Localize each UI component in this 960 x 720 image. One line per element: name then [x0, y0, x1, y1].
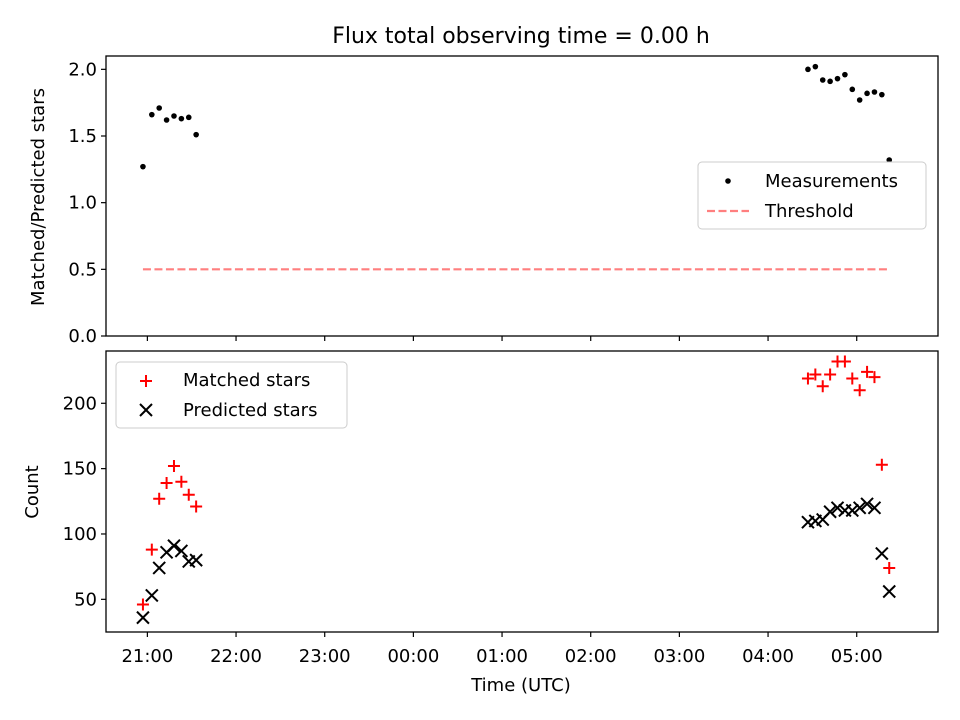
predicted-stars-point — [852, 501, 867, 515]
ratio-y-axis-label: Matched/Predicted stars — [28, 88, 49, 306]
measurement-point — [871, 89, 878, 95]
time-x-tick-label: 02:00 — [565, 646, 617, 667]
count-plot-frame — [105, 350, 939, 633]
legend-measurements-label: Measurements — [765, 171, 898, 192]
predicted-stars-point — [860, 497, 874, 511]
time-x-tick-label: 05:00 — [831, 646, 883, 667]
legend-matched-label: Matched stars — [183, 370, 310, 391]
count-legend: Matched stars Predicted stars — [115, 361, 348, 429]
measurement-point — [171, 113, 177, 119]
predicted-stars-point — [867, 501, 882, 515]
time-x-tick-label: 03:00 — [653, 646, 705, 667]
measurement-point — [812, 63, 819, 70]
ratio-y-tick-label: 0.0 — [68, 326, 97, 347]
matched-stars-point — [809, 368, 822, 381]
matched-stars-point — [868, 371, 881, 384]
matched-stars-point — [136, 598, 149, 611]
matched-stars-point — [190, 500, 203, 513]
predicted-stars-point — [189, 553, 203, 567]
matched-stars-point — [861, 365, 874, 378]
matched-stars-point — [853, 384, 866, 397]
predicted-stars-point — [136, 610, 150, 625]
measurement-point — [805, 66, 811, 73]
legend-predicted-marker — [139, 403, 153, 417]
time-x-tick-label: 01:00 — [476, 646, 528, 667]
measurement-point — [156, 105, 163, 111]
matched-stars-point — [875, 458, 888, 471]
measurement-point — [185, 114, 192, 121]
measurement-point — [886, 157, 893, 163]
predicted-stars-point — [823, 505, 837, 519]
matched-stars-point — [816, 380, 829, 393]
measurement-point — [842, 71, 848, 78]
legend-matched-marker — [140, 375, 152, 387]
predicted-stars-point — [174, 544, 189, 558]
predicted-stars-point — [152, 561, 166, 575]
count-y-axis-label: Count — [22, 465, 43, 518]
ratio-plot-frame — [105, 55, 939, 337]
ratio-y-tick-label: 0.5 — [68, 259, 97, 280]
matched-stars-point — [160, 477, 173, 490]
time-x-tick-label: 00:00 — [387, 646, 439, 667]
matched-stars-point — [801, 372, 814, 385]
measurement-point — [827, 78, 833, 85]
predicted-stars-point — [167, 539, 181, 553]
ratio-legend: Measurements Threshold — [697, 161, 927, 230]
matched-stars-point — [153, 492, 166, 505]
ratio-y-tick-label: 1.0 — [68, 193, 97, 214]
predicted-stars-point — [882, 584, 896, 599]
measurement-point — [149, 111, 155, 118]
measurement-point — [834, 75, 841, 82]
count-legend-box — [115, 361, 348, 429]
count-y-tick-label: 200 — [63, 393, 97, 414]
matched-stars-point — [846, 372, 859, 385]
matched-stars-point — [145, 543, 158, 556]
chart-title: Flux total observing time = 0.00 h — [332, 24, 710, 49]
ratio-legend-box — [697, 161, 927, 230]
time-x-tick-label: 21:00 — [121, 646, 173, 667]
time-x-tick-label: 04:00 — [742, 646, 794, 667]
measurement-point — [819, 77, 826, 83]
ratio-y-tick-label: 2.0 — [68, 59, 97, 80]
count-y-tick-label: 50 — [74, 589, 97, 610]
predicted-stars-point — [830, 501, 845, 515]
time-x-tick-label: 23:00 — [299, 646, 351, 667]
matched-stars-point — [175, 475, 188, 488]
predicted-stars-point — [875, 546, 889, 561]
measurement-point — [178, 115, 185, 122]
measurement-point — [879, 91, 885, 98]
legend-measurements-marker — [725, 178, 731, 184]
ratio-y-tick-label: 1.5 — [68, 126, 97, 147]
measurement-point — [163, 117, 170, 123]
legend-threshold-label: Threshold — [764, 201, 854, 222]
predicted-stars-point — [845, 503, 859, 518]
count-y-tick-label: 150 — [63, 459, 97, 480]
count-y-tick-label: 100 — [63, 524, 97, 545]
time-x-axis-label: Time (UTC) — [470, 675, 571, 696]
matched-stars-point — [838, 355, 851, 368]
ratio-panel: Matched/Predicted stars 0.00.51.01.52.0 … — [28, 55, 939, 347]
measurement-point — [193, 131, 199, 138]
legend-predicted-label: Predicted stars — [183, 400, 317, 421]
time-x-tick-label: 22:00 — [210, 646, 262, 667]
matched-stars-point — [824, 368, 837, 381]
measurement-point — [864, 90, 870, 97]
predicted-stars-point — [145, 588, 159, 603]
matched-stars-point — [883, 561, 896, 574]
measurement-point — [849, 86, 856, 93]
measurement-point — [140, 163, 146, 170]
measurement-point — [856, 97, 863, 103]
matched-stars-point — [182, 488, 195, 501]
matched-stars-point — [167, 460, 180, 473]
count-panel: Count Time (UTC) 50 100 150 200 21:00 22:00 23… — [22, 350, 939, 696]
